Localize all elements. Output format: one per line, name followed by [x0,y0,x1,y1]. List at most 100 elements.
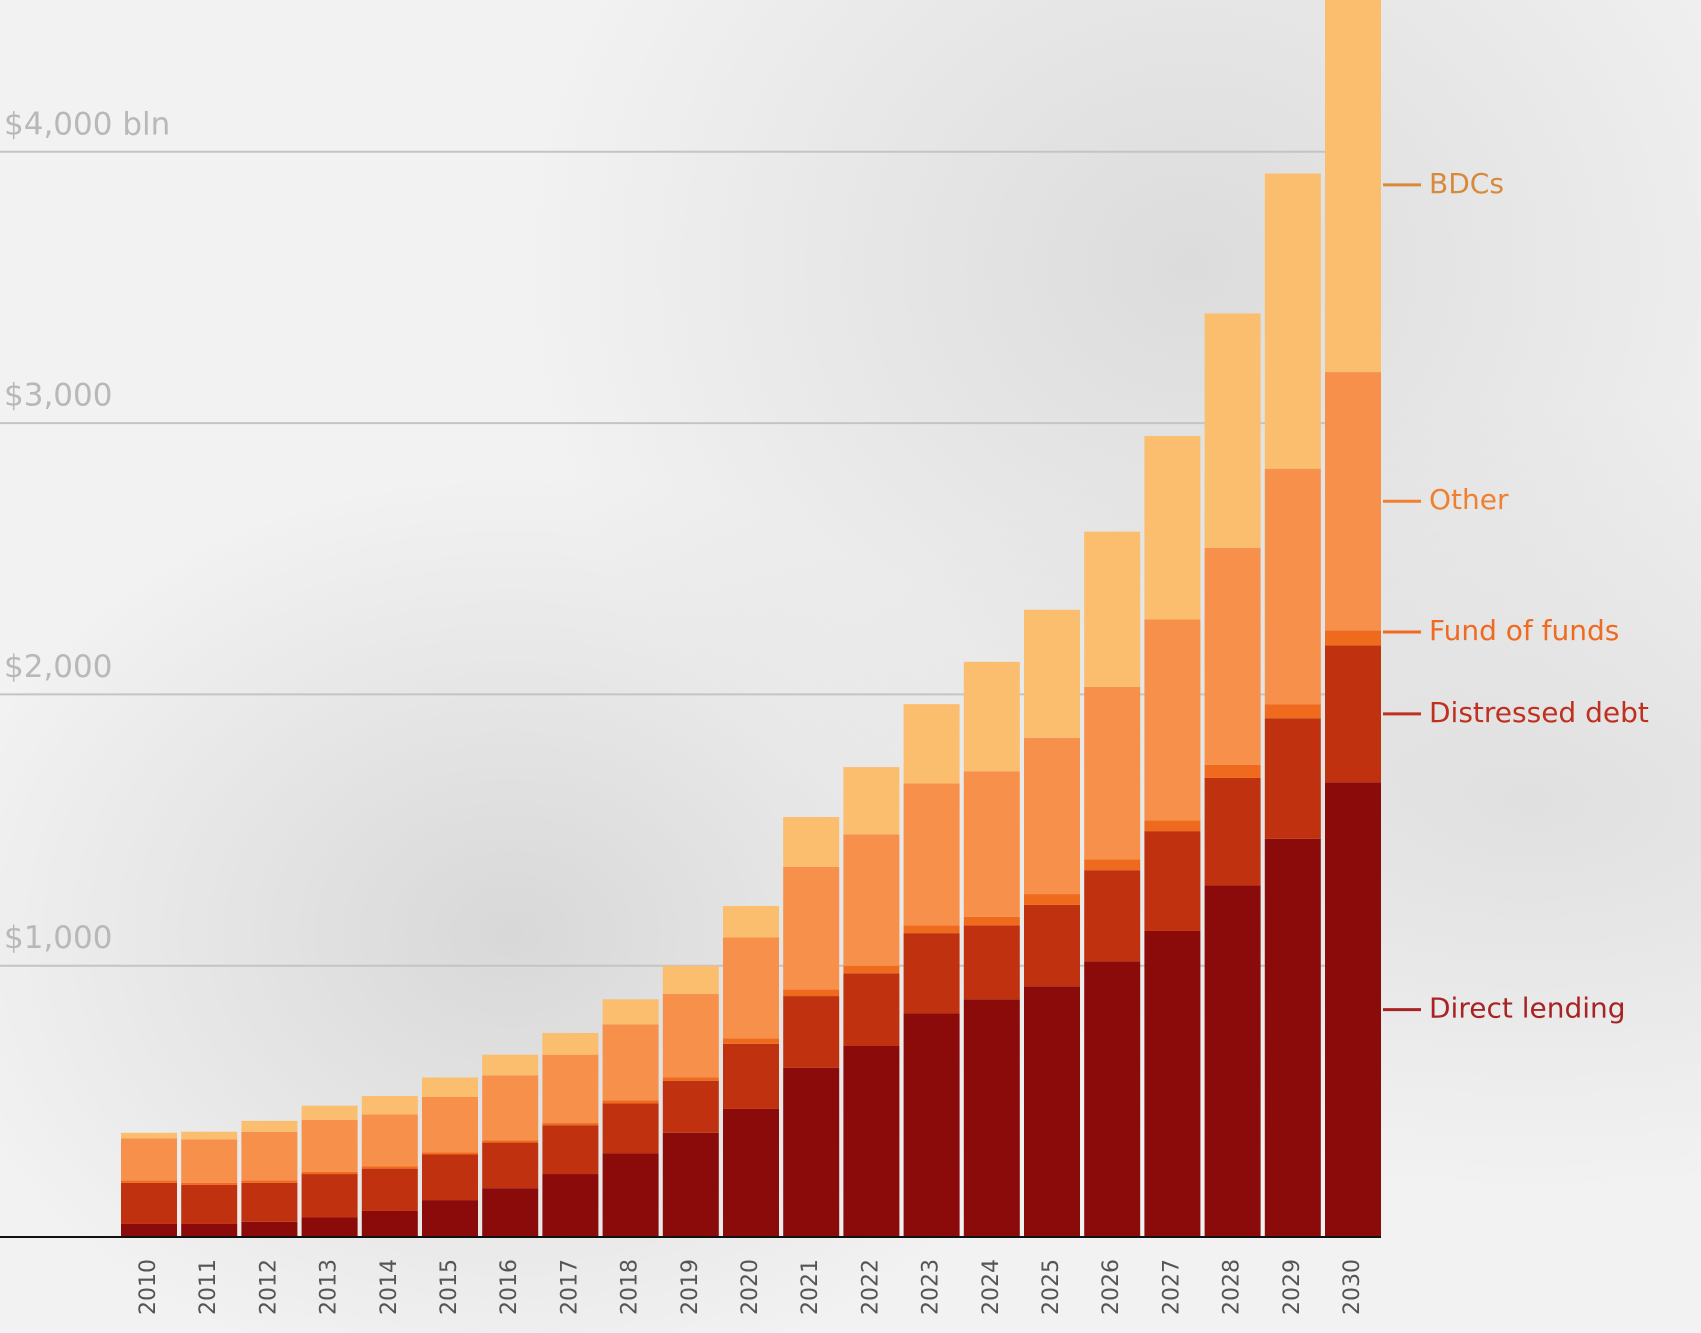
bar-segment [662,965,719,994]
bar-segment [843,767,900,835]
y-tick-label: $2,000 [4,649,112,685]
x-tick-label: 2020 [738,1259,763,1315]
bar-segment [1264,468,1321,705]
bar-segment [1084,686,1141,860]
bar-segment [662,1132,719,1237]
bar-segment [963,999,1020,1237]
bar-segment [963,925,1020,1000]
bar-segment [542,1054,599,1124]
bar-segment [1144,930,1201,1237]
bar-segment [662,1080,719,1133]
bar-segment [181,1184,238,1224]
x-tick-label: 2019 [678,1259,703,1315]
bar-segment [301,1174,358,1218]
bar-segment [843,1046,900,1237]
bar-segment [241,1120,298,1132]
bar-segment [903,1013,960,1237]
bar-segment [361,1114,418,1167]
bar-segment [301,1171,358,1175]
bar-segment [301,1217,358,1237]
x-tick-label: 2018 [618,1259,643,1315]
x-tick-label: 2017 [557,1259,582,1315]
x-tick-label: 2015 [437,1259,462,1315]
bar-segment [1144,831,1201,931]
bar-segment [783,996,840,1068]
bar-segment [723,1043,779,1109]
y-tick-label: $4,000 bln [4,106,170,142]
bar-segment [301,1119,358,1172]
legend-label: Distressed debt [1429,696,1649,729]
bar-segment [121,1182,177,1224]
bar-segment [602,999,659,1025]
bar-segment [1325,630,1381,646]
bar-segment [602,1103,659,1154]
bar-segment [903,704,960,784]
legend-label: BDCs [1429,167,1504,200]
bar-segment [181,1139,238,1183]
bar-segment [361,1168,418,1211]
x-tick-label: 2024 [979,1259,1004,1315]
bar-segment [482,1142,539,1189]
bar-segment [1325,0,1381,373]
bar-segment [723,1038,779,1044]
bar-segment [602,1100,659,1104]
x-tick-label: 2021 [798,1259,823,1315]
bar-segment [783,989,840,997]
x-tick-label: 2022 [858,1259,883,1315]
bar-segment [1325,372,1381,631]
bar-segment [963,916,1020,926]
bar-segment [542,1174,599,1237]
y-tick-label: $1,000 [4,920,112,956]
y-tick-label: $3,000 [4,378,112,414]
bar-segment [1024,609,1080,738]
bar-segment [361,1210,418,1237]
bar-segment [662,993,719,1078]
bar-segment [482,1188,539,1237]
x-tick-label: 2027 [1159,1259,1184,1315]
bar-segment [783,866,840,990]
bar-segment [783,1067,840,1237]
legend-label: Direct lending [1429,992,1626,1025]
bar-segment [843,973,900,1047]
bar-segment [121,1223,177,1237]
x-tick-label: 2023 [919,1259,944,1315]
bar-segment [1084,531,1141,687]
x-tick-label: 2028 [1220,1259,1245,1315]
bar-segment [1325,782,1381,1237]
bar-segment [542,1123,599,1126]
x-tick-label: 2011 [196,1259,221,1315]
bar-segment [723,906,779,938]
bar-segment [181,1223,238,1237]
bar-segment [1264,838,1321,1237]
bar-segment [121,1138,177,1181]
bar-segment [903,925,960,934]
legend-label: Fund of funds [1429,614,1619,647]
bar-segment [1024,737,1080,895]
x-tick-label: 2029 [1280,1259,1305,1315]
bar-segment [121,1180,177,1183]
bar-segment [602,1153,659,1237]
bar-segment [783,817,840,867]
x-tick-label: 2026 [1099,1259,1124,1315]
bar-segment [662,1077,719,1081]
bar-segment [241,1221,298,1237]
bar-segment [1264,718,1321,839]
bar-segment [602,1024,659,1101]
bar-segment [1264,704,1321,719]
bar-segment [843,965,900,974]
bar-segment [963,771,1020,917]
bar-segment [843,834,900,966]
bar-segment [723,1108,779,1237]
bar-segment [181,1131,238,1140]
x-tick-label: 2016 [497,1259,522,1315]
bar-segment [1144,619,1201,821]
bar-segment [422,1152,478,1155]
x-tick-label: 2025 [1039,1259,1064,1315]
bar-segment [963,661,1020,772]
bar-segment [542,1125,599,1175]
bar-segment [482,1075,539,1141]
bar-segment [1204,313,1261,548]
bar-segment [1144,436,1201,620]
x-tick-label: 2010 [136,1259,161,1315]
